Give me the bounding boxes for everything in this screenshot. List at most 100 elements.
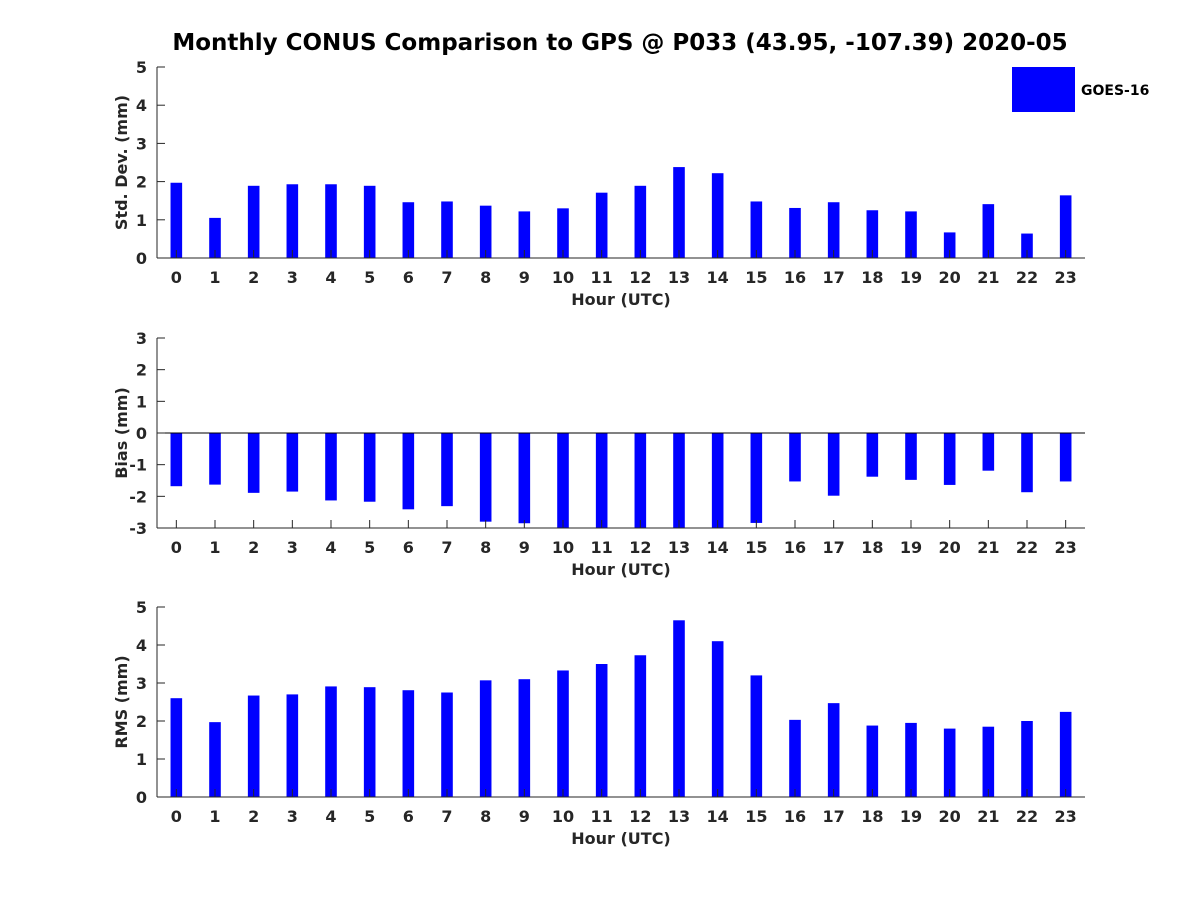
x-tick-label: 21 xyxy=(977,538,999,557)
x-tick-label: 10 xyxy=(552,807,574,826)
bar-hour-17 xyxy=(827,202,840,258)
bar-hour-9 xyxy=(518,211,531,258)
bar-hour-8 xyxy=(479,433,492,522)
x-axis-label: Hour (UTC) xyxy=(571,560,671,579)
x-tick-label: 7 xyxy=(441,268,452,287)
bar-hour-23 xyxy=(1059,711,1072,797)
x-tick-label: 20 xyxy=(939,268,961,287)
bar-hour-23 xyxy=(1059,195,1072,258)
bar-hour-18 xyxy=(866,433,879,477)
x-tick-label: 22 xyxy=(1016,538,1038,557)
bar-hour-5 xyxy=(363,687,376,797)
legend: GOES-16 xyxy=(1012,67,1149,112)
bar-hour-15 xyxy=(750,675,763,797)
x-tick-label: 23 xyxy=(1055,268,1077,287)
x-tick-label: 8 xyxy=(480,807,491,826)
bar-hour-22 xyxy=(1021,433,1033,493)
y-tick-label: 5 xyxy=(136,58,147,77)
x-tick-label: 12 xyxy=(629,538,651,557)
bar-hour-20 xyxy=(943,433,956,485)
bar-hour-16 xyxy=(789,433,801,482)
bar-hour-18 xyxy=(866,725,879,797)
bar-hour-2 xyxy=(247,433,260,493)
bar-hour-9 xyxy=(518,679,531,797)
x-tick-label: 12 xyxy=(629,807,651,826)
x-tick-label: 1 xyxy=(209,807,220,826)
bar-hour-9 xyxy=(518,433,531,524)
bar-hour-14 xyxy=(711,173,724,258)
bar-hour-13 xyxy=(673,167,685,258)
y-axis-label: Bias (mm) xyxy=(112,387,131,479)
bar-hour-13 xyxy=(673,433,685,528)
x-tick-label: 2 xyxy=(248,268,259,287)
bar-hour-8 xyxy=(479,680,492,797)
bar-hour-15 xyxy=(750,201,763,258)
x-tick-label: 18 xyxy=(861,807,883,826)
x-tick-label: 8 xyxy=(480,538,491,557)
bar-hour-21 xyxy=(982,204,995,258)
x-tick-label: 16 xyxy=(784,538,806,557)
bar-hour-10 xyxy=(557,670,569,797)
y-axis-label: RMS (mm) xyxy=(112,655,131,748)
subplot-3: 0 1 2 3 4 5 6 7 8 9 10 11 12 13 14 15 16 17 18 19 20 21 22 2301… xyxy=(112,598,1085,848)
x-axis-label: Hour (UTC) xyxy=(571,290,671,309)
bar-hour-12 xyxy=(634,185,647,258)
bar-hour-0 xyxy=(170,433,183,487)
subplot-2: 0 1 2 3 4 5 6 7 8 9 10 11 12 13 14 15 16 17 18 19 20 21 22 23-3… xyxy=(112,329,1085,579)
x-tick-label: 17 xyxy=(823,807,845,826)
y-tick-label: 2 xyxy=(136,361,147,380)
bar-hour-6 xyxy=(402,202,415,258)
bar-hour-17 xyxy=(827,433,840,496)
bar-hour-12 xyxy=(634,655,647,797)
bar-hour-1 xyxy=(209,217,221,258)
bar-hour-22 xyxy=(1021,721,1033,797)
x-tick-label: 14 xyxy=(707,268,729,287)
x-tick-label: 22 xyxy=(1016,807,1038,826)
y-tick-label: 3 xyxy=(136,134,147,153)
x-tick-label: 15 xyxy=(745,268,767,287)
x-tick-label: 14 xyxy=(707,807,729,826)
x-tick-label: 13 xyxy=(668,807,690,826)
y-tick-label: 1 xyxy=(136,211,147,230)
x-tick-label: 1 xyxy=(209,268,220,287)
bar-hour-10 xyxy=(557,433,569,528)
x-tick-label: 6 xyxy=(403,807,414,826)
bar-hour-1 xyxy=(209,722,221,797)
y-tick-label: 0 xyxy=(136,249,147,268)
x-tick-label: 20 xyxy=(939,807,961,826)
x-tick-label: 2 xyxy=(248,807,259,826)
x-tick-label: 18 xyxy=(861,268,883,287)
x-tick-label: 10 xyxy=(552,268,574,287)
x-tick-label: 9 xyxy=(519,268,530,287)
x-tick-label: 0 xyxy=(171,268,182,287)
chart-title: Monthly CONUS Comparison to GPS @ P033 (… xyxy=(172,30,1068,56)
x-tick-label: 23 xyxy=(1055,538,1077,557)
x-tick-label: 19 xyxy=(900,268,922,287)
x-tick-label: 21 xyxy=(977,807,999,826)
x-tick-label: 20 xyxy=(939,538,961,557)
x-tick-label: 17 xyxy=(823,538,845,557)
legend-label: GOES-16 xyxy=(1081,83,1149,99)
bar-hour-13 xyxy=(673,620,685,797)
x-tick-label: 14 xyxy=(707,538,729,557)
x-tick-label: 13 xyxy=(668,538,690,557)
x-tick-label: 23 xyxy=(1055,807,1077,826)
x-tick-label: 11 xyxy=(591,268,613,287)
x-tick-label: 18 xyxy=(861,538,883,557)
y-tick-label: 0 xyxy=(136,788,147,807)
x-tick-label: 17 xyxy=(823,268,845,287)
y-tick-label: -1 xyxy=(129,456,147,475)
x-tick-label: 22 xyxy=(1016,268,1038,287)
x-tick-label: 9 xyxy=(519,538,530,557)
x-tick-label: 5 xyxy=(364,538,375,557)
bar-hour-3 xyxy=(286,433,299,492)
bar-hour-19 xyxy=(905,722,917,797)
bar-hour-6 xyxy=(402,433,415,510)
y-tick-label: 2 xyxy=(136,712,147,731)
x-tick-label: 2 xyxy=(248,538,259,557)
x-tick-label: 4 xyxy=(325,268,336,287)
bar-hour-11 xyxy=(595,192,608,258)
x-tick-label: 12 xyxy=(629,268,651,287)
y-axis-label: Std. Dev. (mm) xyxy=(112,95,131,230)
